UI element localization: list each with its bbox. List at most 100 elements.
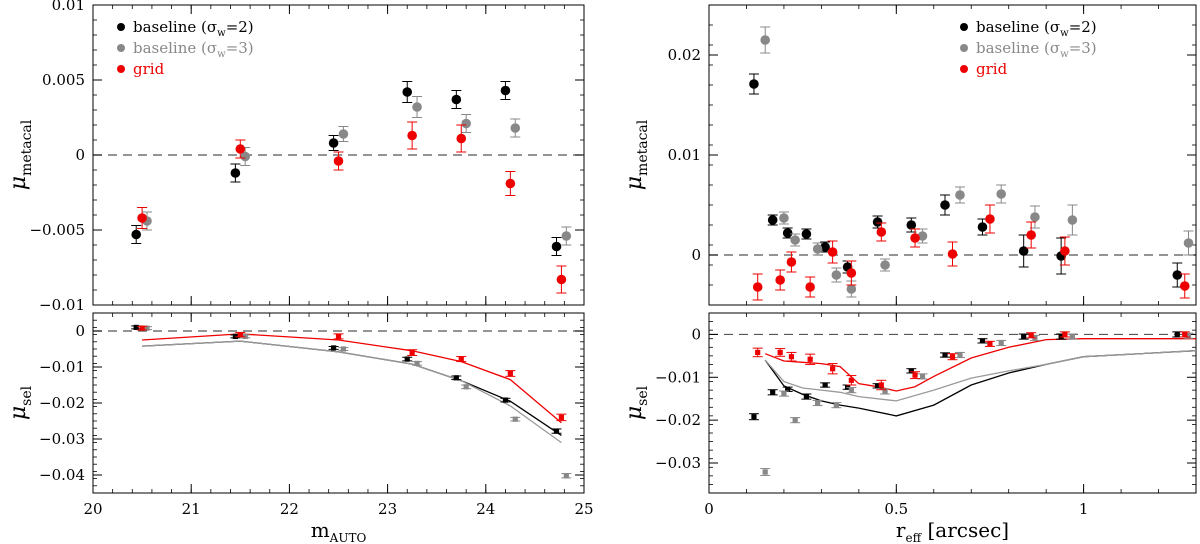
- legend-entry: baseline (σw=3): [976, 39, 1097, 60]
- legend-subscript: w: [1060, 49, 1069, 60]
- data-point-series-1: [1069, 333, 1075, 340]
- y-tick-label: −0.01: [39, 296, 85, 314]
- y-axis-label-subscript: metacal: [19, 119, 35, 176]
- data-point-series-2: [1182, 331, 1188, 338]
- data-point-series-0: [328, 138, 339, 148]
- data-point-series-0: [803, 393, 809, 400]
- data-point-series-0: [553, 428, 560, 434]
- data-point-series-1: [848, 387, 854, 393]
- x-tick-label: 1: [1079, 500, 1089, 518]
- data-point-series-1: [955, 190, 965, 200]
- y-tick-label: −0.01: [655, 368, 701, 386]
- data-point-series-0: [801, 229, 812, 239]
- data-point-series-0: [940, 200, 950, 210]
- data-point-series-2: [910, 233, 920, 243]
- data-point-series-2: [333, 156, 344, 166]
- data-point-series-1: [1183, 238, 1194, 248]
- model-curve-1: [142, 340, 562, 444]
- x-axis-label-unit: [arcsec]: [921, 518, 1009, 542]
- plot-frame: [708, 312, 1197, 494]
- data-point-series-2: [505, 178, 516, 189]
- data-point-series-2: [949, 354, 956, 360]
- data-point-series-0: [1018, 246, 1029, 256]
- data-point-series-2: [409, 350, 415, 356]
- data-point-series-0: [502, 397, 509, 403]
- legend-label: grid: [133, 60, 165, 78]
- data-point-series-0: [404, 356, 410, 362]
- data-point-series-2: [788, 354, 795, 360]
- data-point-series-0: [131, 229, 142, 240]
- data-point-series-0: [908, 368, 914, 374]
- x-tick-label: 22: [280, 500, 299, 518]
- y-tick-label: −0.01: [39, 358, 85, 376]
- data-point-series-1: [815, 400, 821, 406]
- data-point-series-0: [979, 338, 986, 344]
- data-point-series-1: [563, 473, 569, 479]
- y-axis-label-symbol: μ: [622, 176, 647, 190]
- y-tick-label: −0.02: [39, 394, 85, 412]
- data-point-series-1: [919, 373, 926, 380]
- legend-marker: [117, 44, 125, 52]
- data-point-series-0: [451, 94, 462, 105]
- data-point-series-2: [235, 144, 246, 154]
- data-point-series-2: [755, 349, 761, 356]
- data-point-series-1: [957, 352, 963, 358]
- data-point-series-2: [1060, 246, 1070, 256]
- data-point-series-1: [1185, 333, 1192, 339]
- legend-label: baseline (σ: [133, 39, 217, 57]
- data-point-series-1: [833, 402, 839, 408]
- data-point-series-2: [805, 282, 815, 292]
- data-point-series-0: [822, 382, 828, 388]
- data-point-series-2: [827, 247, 838, 257]
- data-point-series-2: [876, 227, 887, 237]
- data-point-series-2: [1179, 281, 1190, 291]
- data-point-series-0: [402, 87, 413, 97]
- legend-marker: [960, 23, 968, 31]
- y-tick-label: −0.03: [39, 430, 85, 448]
- data-point-series-0: [330, 345, 337, 351]
- y-tick-label: 0: [691, 325, 701, 343]
- legend-entry: baseline (σw=3): [133, 39, 254, 60]
- data-point-series-1: [512, 416, 518, 422]
- data-point-series-1: [812, 244, 823, 254]
- data-point-series-1: [996, 189, 1006, 199]
- x-tick-label: 21: [182, 500, 201, 518]
- legend-label: baseline (σ: [133, 18, 217, 36]
- data-point-series-2: [558, 414, 565, 420]
- y-tick-label: 0: [75, 322, 85, 340]
- legend-subscript: w: [217, 49, 226, 60]
- y-axis-label-symbol: μ: [622, 406, 647, 420]
- y-tick-label: 0.02: [668, 46, 701, 64]
- data-point-series-2: [556, 274, 567, 285]
- data-point-series-0: [820, 242, 830, 252]
- y-tick-label: 0.005: [42, 71, 85, 89]
- x-axis-label: mAUTO: [311, 518, 367, 544]
- x-tick-label: 20: [83, 500, 102, 518]
- legend-marker: [117, 65, 125, 73]
- x-axis-label-main: r: [896, 518, 906, 542]
- data-point-series-0: [133, 324, 139, 330]
- data-point-series-0: [453, 375, 459, 381]
- data-point-series-2: [947, 249, 958, 259]
- data-point-series-0: [751, 414, 757, 420]
- data-point-series-0: [942, 352, 948, 358]
- data-point-series-2: [1026, 230, 1036, 240]
- x-axis-label-main: m: [311, 518, 330, 542]
- data-point-series-2: [237, 332, 243, 338]
- data-point-series-2: [1028, 332, 1034, 338]
- data-point-series-0: [872, 217, 883, 227]
- x-axis-label-subscript: eff: [905, 531, 922, 544]
- data-point-series-0: [782, 228, 793, 238]
- legend-subscript: w: [217, 28, 226, 39]
- data-point-series-1: [880, 260, 890, 270]
- y-tick-label: −0.04: [39, 466, 85, 484]
- data-point-series-0: [770, 389, 776, 395]
- model-curve-0: [142, 340, 562, 436]
- data-point-series-2: [985, 214, 995, 224]
- data-point-series-1: [760, 35, 770, 45]
- legend-marker: [117, 23, 125, 31]
- legend-label: baseline (σ: [976, 39, 1060, 57]
- x-tick-label: 0: [704, 500, 714, 518]
- data-point-series-0: [874, 383, 881, 389]
- legend-subscript: w: [1060, 28, 1069, 39]
